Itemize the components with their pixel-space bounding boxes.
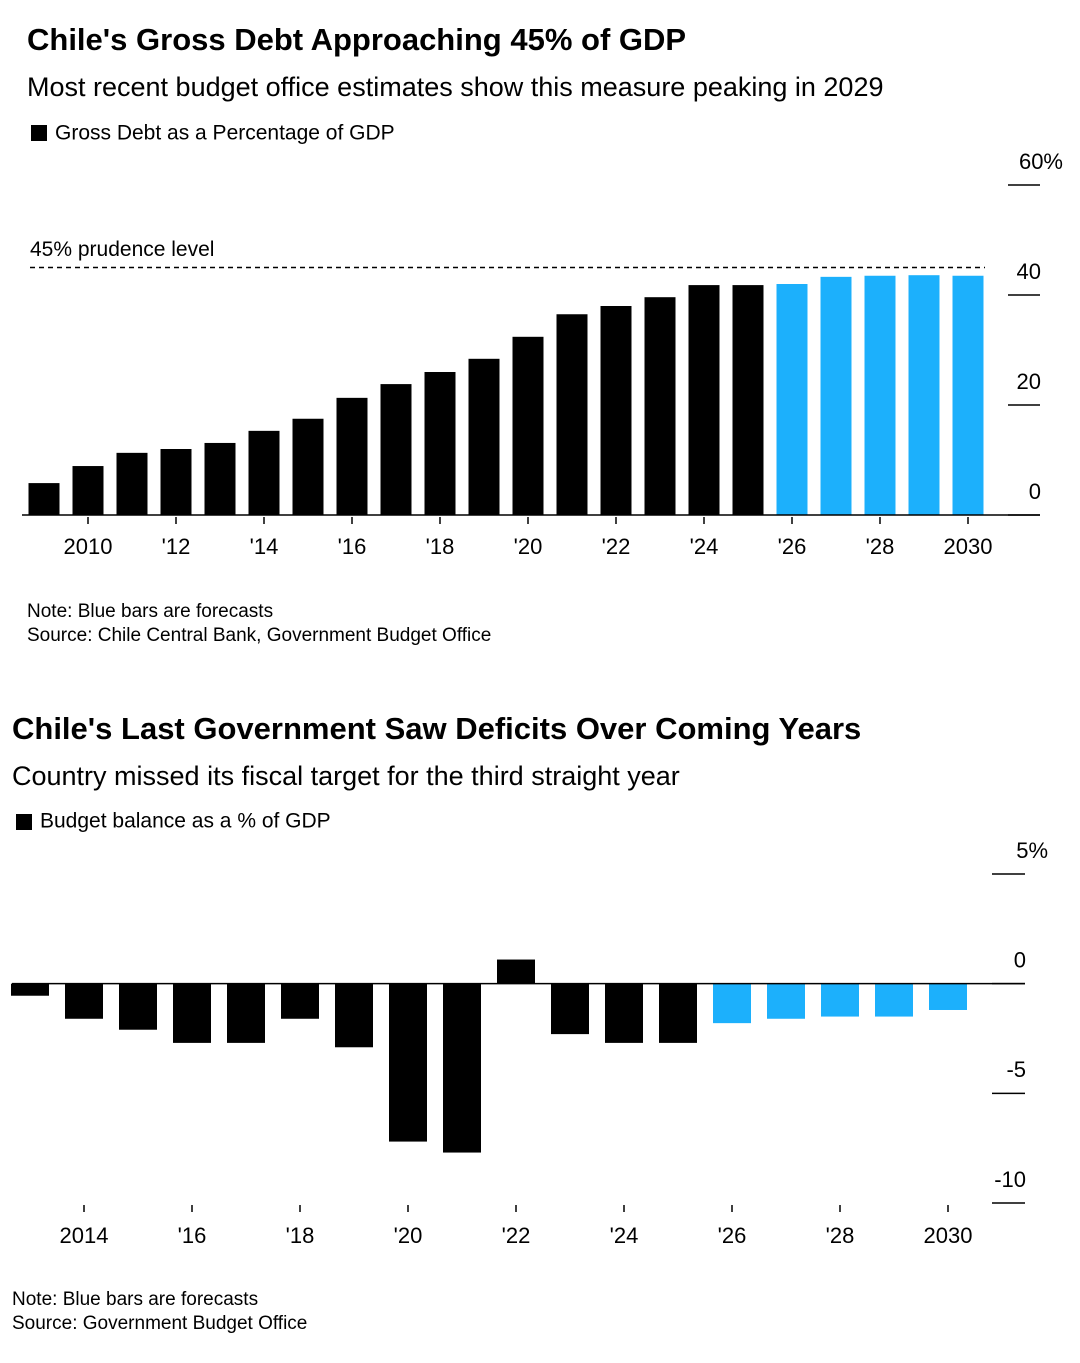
x-tick-label: '18 [426, 534, 455, 559]
chart-title: Chile's Last Government Saw Deficits Ove… [12, 711, 861, 746]
bar [380, 384, 412, 515]
bar [424, 372, 456, 515]
x-tick-label: '26 [718, 1223, 747, 1248]
x-tick-label: '16 [338, 534, 367, 559]
source: Source: Government Budget Office [12, 1313, 307, 1334]
bar [248, 430, 280, 515]
y-tick-label: 20 [1017, 369, 1041, 394]
x-tick-label: '22 [502, 1223, 531, 1248]
x-tick-label: '14 [250, 534, 279, 559]
bar [821, 983, 859, 1017]
x-tick-label: '12 [162, 534, 191, 559]
x-tick-label: '18 [286, 1223, 315, 1248]
bar [119, 983, 157, 1030]
bar [929, 983, 967, 1010]
x-tick-label: '28 [866, 534, 895, 559]
chart-subtitle: Country missed its fiscal target for the… [12, 761, 680, 791]
chart-subtitle: Most recent budget office estimates show… [27, 72, 884, 102]
note: Note: Blue bars are forecasts [27, 601, 273, 622]
bar [659, 983, 697, 1043]
bar [605, 983, 643, 1043]
y-tick-label: 40 [1017, 259, 1041, 284]
bar [713, 983, 751, 1024]
y-tick-label: 5% [1016, 838, 1048, 863]
bar [336, 397, 368, 515]
x-tick-label: '20 [514, 534, 543, 559]
bar [204, 442, 236, 515]
bar [468, 358, 500, 515]
note: Note: Blue bars are forecasts [12, 1289, 258, 1310]
x-tick-label: '24 [610, 1223, 639, 1248]
bar [776, 284, 808, 515]
bar [732, 285, 764, 515]
x-tick-label: '28 [826, 1223, 855, 1248]
bar [512, 336, 544, 515]
x-tick-label: '22 [602, 534, 631, 559]
bar [443, 983, 481, 1153]
y-tick-label: 0 [1029, 479, 1041, 504]
bar [688, 285, 720, 515]
bar [173, 983, 211, 1043]
y-tick-label: -10 [994, 1167, 1026, 1192]
bar [875, 983, 913, 1017]
bar [11, 983, 49, 996]
bar [160, 449, 192, 515]
y-tick-label: -5 [1006, 1057, 1026, 1082]
x-tick-label: 2030 [944, 534, 993, 559]
y-tick-label: 60% [1019, 149, 1063, 174]
bar [556, 314, 588, 515]
x-tick-label: '24 [690, 534, 719, 559]
y-tick-label: 0 [1014, 947, 1026, 972]
bar [644, 297, 676, 515]
bar [908, 275, 940, 515]
x-tick-label: 2030 [924, 1223, 973, 1248]
bar [952, 275, 984, 515]
x-tick-label: '16 [178, 1223, 207, 1248]
source: Source: Chile Central Bank, Government B… [27, 625, 491, 646]
bar [864, 275, 896, 515]
legend-swatch [16, 814, 32, 830]
bar [335, 983, 373, 1048]
bar [292, 418, 324, 515]
bar [551, 983, 589, 1035]
bar [767, 983, 805, 1019]
legend-label: Budget balance as a % of GDP [40, 810, 331, 833]
x-tick-label: 2014 [60, 1223, 109, 1248]
bar [281, 983, 319, 1019]
bar [65, 983, 103, 1019]
chart-title: Chile's Gross Debt Approaching 45% of GD… [27, 22, 686, 57]
x-tick-label: 2010 [64, 534, 113, 559]
bar [227, 983, 265, 1043]
bar [820, 276, 852, 515]
bar [28, 483, 60, 515]
legend-swatch [31, 125, 47, 141]
bar [389, 983, 427, 1142]
reference-label: 45% prudence level [30, 238, 214, 261]
x-tick-label: '20 [394, 1223, 423, 1248]
bar [72, 466, 104, 515]
legend-label: Gross Debt as a Percentage of GDP [55, 122, 395, 145]
bar [497, 959, 535, 984]
bar [116, 452, 148, 515]
bar [600, 306, 632, 515]
x-tick-label: '26 [778, 534, 807, 559]
